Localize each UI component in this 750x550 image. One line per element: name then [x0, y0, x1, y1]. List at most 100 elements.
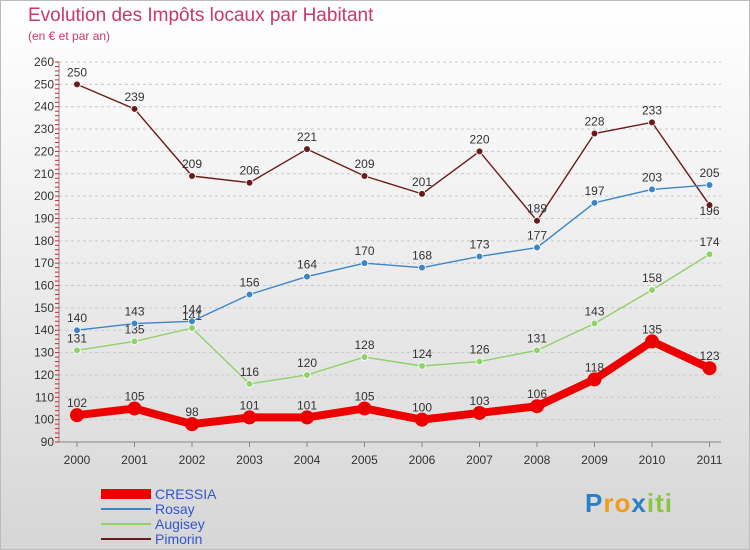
x-tick-label: 2011 [697, 453, 723, 467]
data-point [530, 399, 544, 414]
y-tick-label: 200 [34, 189, 54, 203]
data-label: 196 [699, 204, 719, 218]
data-label: 158 [642, 271, 662, 285]
y-tick-label: 260 [34, 55, 54, 69]
data-point [533, 346, 541, 355]
data-label: 105 [124, 389, 144, 403]
data-label: 118 [585, 360, 604, 374]
data-label: 164 [297, 258, 317, 272]
legend-label-augisey: Augisey [155, 516, 205, 532]
data-label: 143 [584, 305, 604, 319]
data-label: 233 [642, 103, 662, 117]
data-point [702, 361, 717, 376]
x-tick-label: 2010 [639, 453, 666, 467]
legend-swatch-cressia [101, 489, 151, 499]
data-point [357, 401, 372, 416]
x-tick-label: 2006 [409, 453, 436, 467]
x-tick-label: 2005 [351, 453, 378, 467]
logo-letter: r [603, 488, 615, 518]
data-label: 189 [527, 202, 547, 216]
data-point [360, 172, 369, 180]
x-tick-label: 2002 [179, 453, 206, 467]
data-label: 144 [182, 302, 202, 316]
data-label: 201 [412, 175, 432, 189]
data-label: 123 [699, 349, 719, 363]
data-point [705, 250, 714, 259]
data-point [360, 259, 369, 267]
data-label: 120 [297, 356, 317, 370]
series-cressia: 102 105 98 101 101 105 100 103 106 118 135 123 [67, 322, 720, 432]
legend-item-rosay: Rosay [101, 501, 301, 517]
y-tick-label: 160 [34, 279, 54, 293]
data-label: 177 [527, 229, 547, 243]
logo-letter: t [655, 488, 665, 518]
y-tick-label: 240 [34, 100, 54, 114]
data-label: 209 [182, 157, 202, 171]
data-point [472, 405, 487, 420]
data-point [415, 412, 429, 427]
data-label: 101 [239, 398, 259, 412]
data-label: 131 [527, 331, 547, 345]
data-point [590, 319, 599, 328]
data-point [533, 243, 541, 252]
data-point [418, 190, 426, 198]
data-label: 101 [297, 398, 317, 412]
data-label: 124 [412, 347, 432, 361]
legend-swatch-augisey [101, 523, 151, 525]
data-point [130, 105, 139, 113]
y-tick-label: 190 [34, 211, 54, 225]
data-label: 168 [412, 249, 432, 263]
logo-letter: P [585, 488, 604, 518]
legend-label-rosay: Rosay [155, 501, 195, 517]
data-label: 156 [239, 275, 259, 289]
y-tick-label: 110 [35, 390, 54, 404]
data-point [245, 178, 254, 187]
data-label: 197 [584, 184, 604, 198]
data-point [648, 286, 656, 294]
data-point [130, 319, 139, 328]
data-point [130, 337, 139, 346]
data-point [242, 410, 257, 425]
data-label: 206 [239, 164, 259, 178]
data-label: 103 [469, 394, 489, 408]
data-label: 143 [124, 305, 144, 319]
data-point [188, 324, 196, 332]
legend-item-augisey: Augisey [101, 516, 301, 532]
x-tick-label: 2000 [64, 453, 91, 467]
y-tick-label: 150 [34, 301, 54, 315]
data-point [303, 145, 311, 153]
data-label: 106 [527, 387, 547, 401]
legend-item-cressia: CRESSIA [101, 486, 301, 502]
data-point [590, 199, 599, 207]
x-tick-label: 2008 [524, 453, 551, 467]
data-label: 220 [469, 132, 489, 146]
data-label: 135 [124, 322, 144, 336]
data-label: 135 [642, 322, 662, 336]
y-tick-label: 250 [34, 77, 54, 91]
data-point [705, 201, 714, 209]
data-point [587, 372, 602, 387]
data-point [475, 252, 484, 261]
x-tick-label: 2004 [294, 453, 321, 467]
data-point [360, 353, 369, 361]
logo-letter: i [664, 488, 673, 518]
data-point [705, 181, 714, 189]
y-tick-label: 140 [34, 323, 54, 337]
data-point [188, 172, 196, 180]
y-tick-label: 210 [34, 167, 54, 181]
series-line [73, 337, 714, 429]
data-label: 239 [124, 90, 144, 104]
data-point [533, 216, 541, 225]
series-line [76, 253, 710, 385]
data-label: 116 [240, 365, 259, 379]
data-point [475, 147, 484, 156]
x-tick-label: 2001 [121, 453, 148, 467]
data-point [418, 263, 426, 272]
data-label: 100 [412, 401, 432, 415]
data-label: 228 [584, 115, 604, 129]
legend-label-pimorin: Pimorin [155, 531, 203, 547]
legend-label-cressia: CRESSIA [155, 486, 217, 502]
data-label: 250 [67, 65, 87, 79]
